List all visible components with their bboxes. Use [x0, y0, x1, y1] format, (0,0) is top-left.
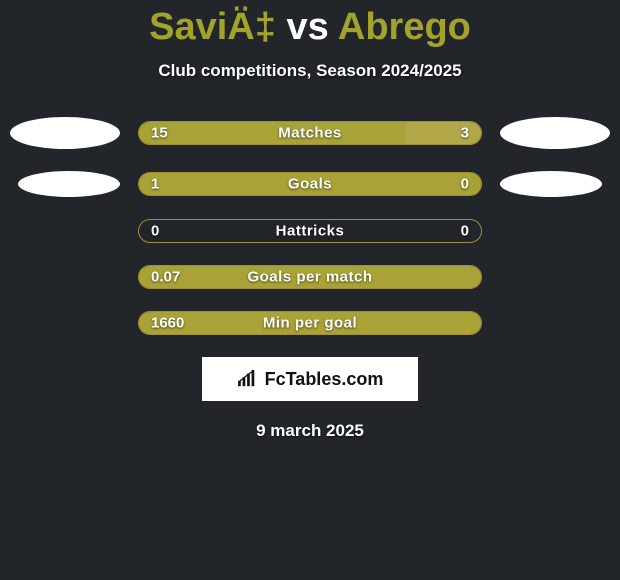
title-player2: Abrego	[338, 6, 471, 48]
stat-row: 15 3 Matches	[0, 117, 620, 149]
stat-label: Goals per match	[247, 269, 372, 286]
stat-value-left: 1	[151, 176, 159, 193]
subtitle: Club competitions, Season 2024/2025	[158, 61, 461, 81]
stat-value-right: 0	[461, 176, 469, 193]
player1-badge	[10, 117, 120, 149]
stat-bar: 0.07 Goals per match	[138, 265, 482, 289]
stat-bar: 1660 Min per goal	[138, 311, 482, 335]
stat-bar: 0 0 Hattricks	[138, 219, 482, 243]
title-vs: vs	[286, 6, 328, 48]
stat-bar: 15 3 Matches	[138, 121, 482, 145]
stat-bar: 1 0 Goals	[138, 172, 482, 196]
stat-bar-fill-left	[139, 122, 406, 144]
stat-row: 1660 Min per goal	[0, 311, 620, 335]
stat-label: Hattricks	[276, 223, 345, 240]
player2-badge	[500, 171, 602, 197]
stat-value-right: 3	[461, 125, 469, 142]
title-player1: SaviÄ‡	[149, 6, 276, 48]
stat-label: Goals	[288, 176, 332, 193]
date-text: 9 march 2025	[256, 421, 364, 441]
page-root: SaviÄ‡ vs Abrego Club competitions, Seas…	[0, 0, 620, 580]
brand-box: FcTables.com	[202, 357, 418, 401]
stat-value-left: 0	[151, 223, 159, 240]
stat-bar-fill-right	[406, 122, 481, 144]
stat-row: 0.07 Goals per match	[0, 265, 620, 289]
stats-area: 15 3 Matches 1 0 Goals 0 0 Hattricks 0.07 Goals pe…	[0, 117, 620, 335]
player2-badge	[500, 117, 610, 149]
stat-value-left: 0.07	[151, 269, 180, 286]
stat-label: Min per goal	[263, 315, 357, 332]
stat-value-left: 1660	[151, 315, 184, 332]
stat-row: 1 0 Goals	[0, 171, 620, 197]
stat-value-left: 15	[151, 125, 168, 142]
player1-badge	[18, 171, 120, 197]
stat-row: 0 0 Hattricks	[0, 219, 620, 243]
page-title: SaviÄ‡ vs Abrego	[149, 6, 471, 49]
stat-label: Matches	[278, 125, 342, 142]
stat-value-right: 0	[461, 223, 469, 240]
barchart-icon	[237, 370, 259, 388]
brand-text: FcTables.com	[265, 369, 384, 390]
